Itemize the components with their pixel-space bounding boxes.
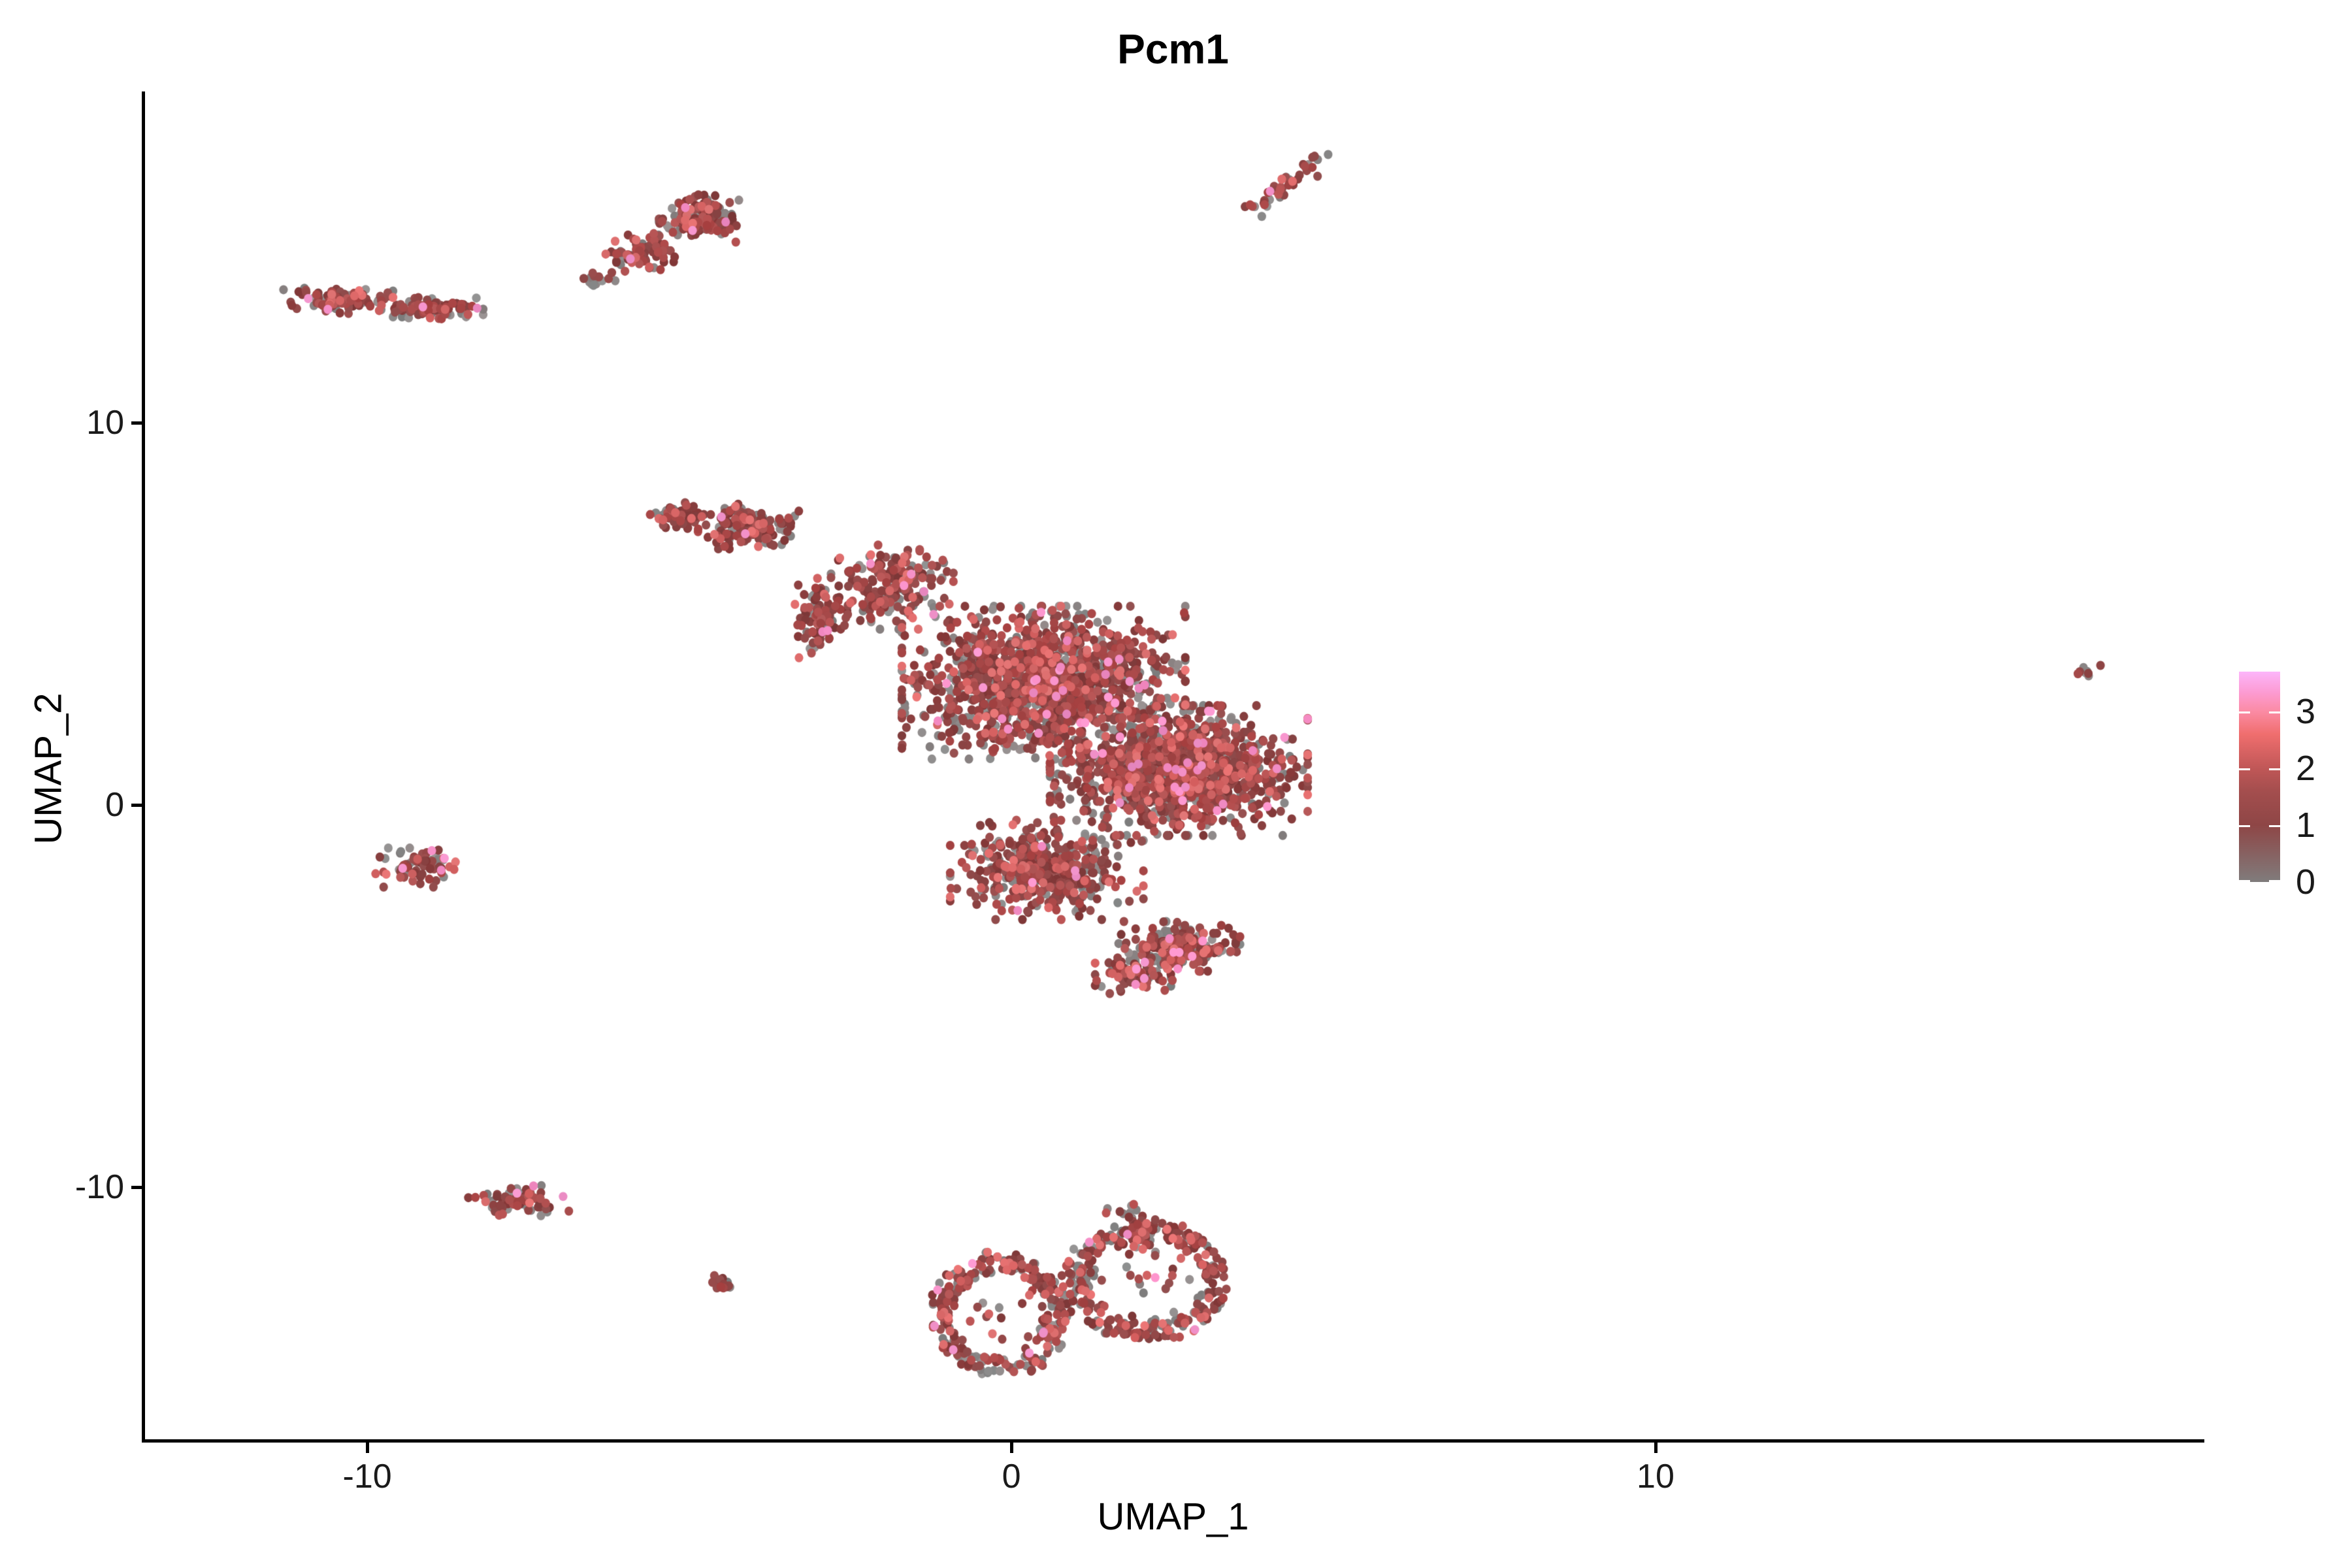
colorbar-notch-2-right [2269, 768, 2280, 770]
y-tick-mark--10 [131, 1185, 142, 1189]
x-tick-label--10: -10 [342, 1458, 392, 1495]
x-axis-title: UMAP_1 [1097, 1495, 1249, 1538]
colorbar-label-2: 2 [2296, 748, 2316, 788]
colorbar-notch-0-left [2239, 880, 2250, 882]
colorbar-label-3: 3 [2296, 691, 2316, 731]
colorbar-notch-2-left [2239, 768, 2250, 770]
colorbar-label-0: 0 [2296, 862, 2316, 902]
y-tick-label-10: 10 [86, 404, 124, 442]
colorbar-label-1: 1 [2296, 805, 2316, 845]
x-tick-label-10: 10 [1637, 1458, 1674, 1495]
x-tick-mark--10 [366, 1443, 370, 1453]
colorbar-notch-1-left [2239, 825, 2250, 827]
colorbar-legend [2239, 672, 2280, 882]
colorbar-notch-1-right [2269, 825, 2280, 827]
x-axis-line [142, 1439, 2204, 1443]
plot-title: Pcm1 [1117, 25, 1229, 73]
y-tick-label--10: -10 [74, 1168, 124, 1206]
y-tick-mark-0 [131, 804, 142, 808]
colorbar-notch-3-left [2239, 711, 2250, 713]
y-axis-title: UMAP_2 [27, 693, 70, 845]
x-tick-mark-10 [1654, 1443, 1658, 1453]
y-tick-mark-10 [131, 421, 142, 425]
y-axis-line [142, 91, 145, 1443]
colorbar-notch-0-right [2269, 880, 2280, 882]
colorbar-notch-3-right [2269, 711, 2280, 713]
x-tick-mark-0 [1010, 1443, 1014, 1453]
x-tick-label-0: 0 [1002, 1458, 1021, 1495]
y-tick-label-0: 0 [105, 786, 124, 825]
